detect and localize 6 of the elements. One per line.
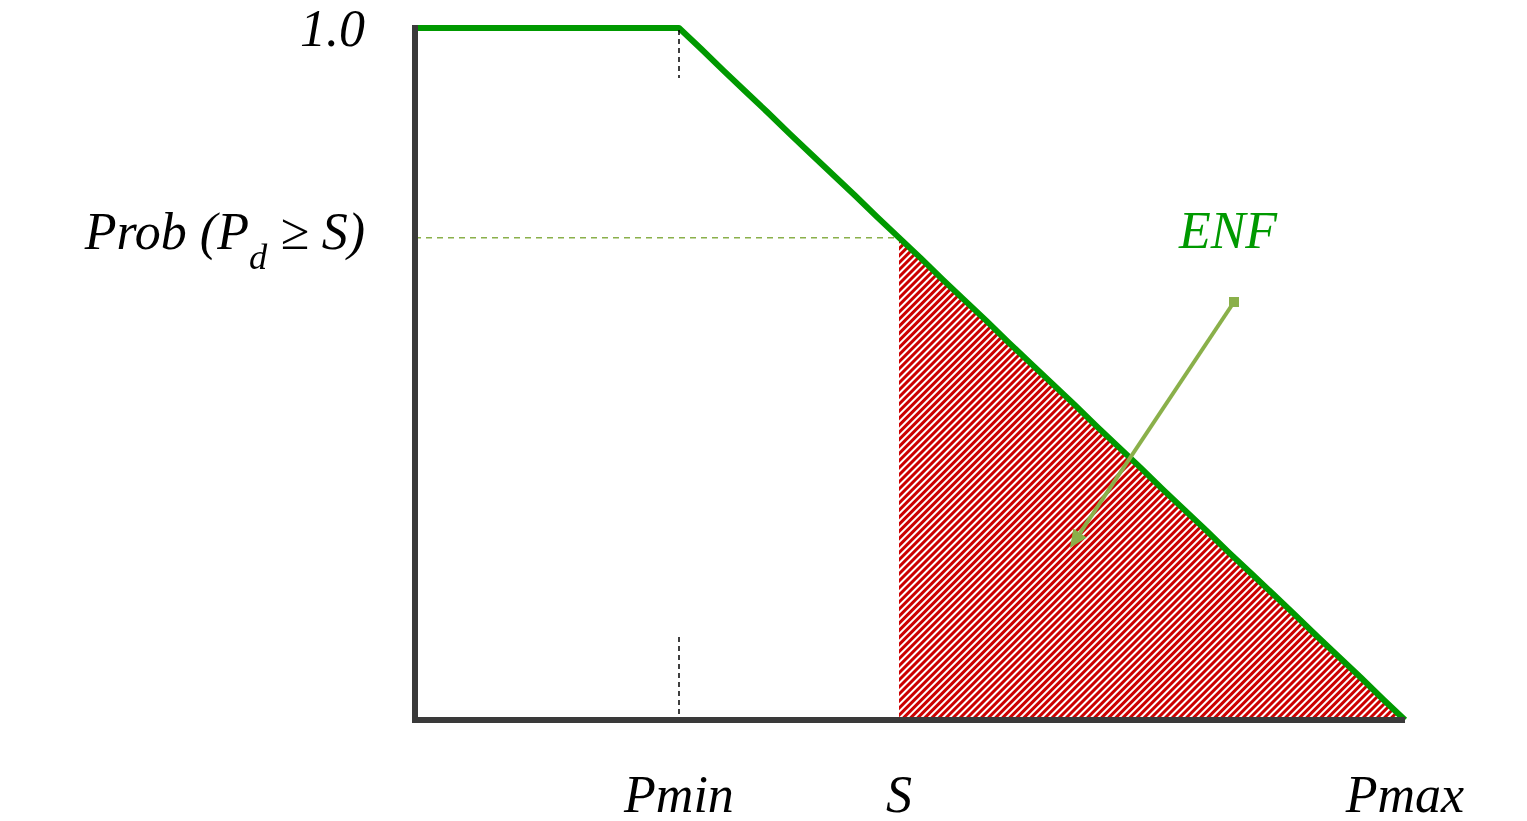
x-tick-label: Pmax xyxy=(1344,766,1465,821)
x-tick-label: S xyxy=(886,766,912,821)
x-tick-label: Pmin xyxy=(623,766,734,821)
annotation: ENF xyxy=(1177,202,1279,259)
text: Prob (P$_{d}$ ≥ S) xyxy=(83,203,365,277)
text: 1.0 xyxy=(300,0,365,57)
